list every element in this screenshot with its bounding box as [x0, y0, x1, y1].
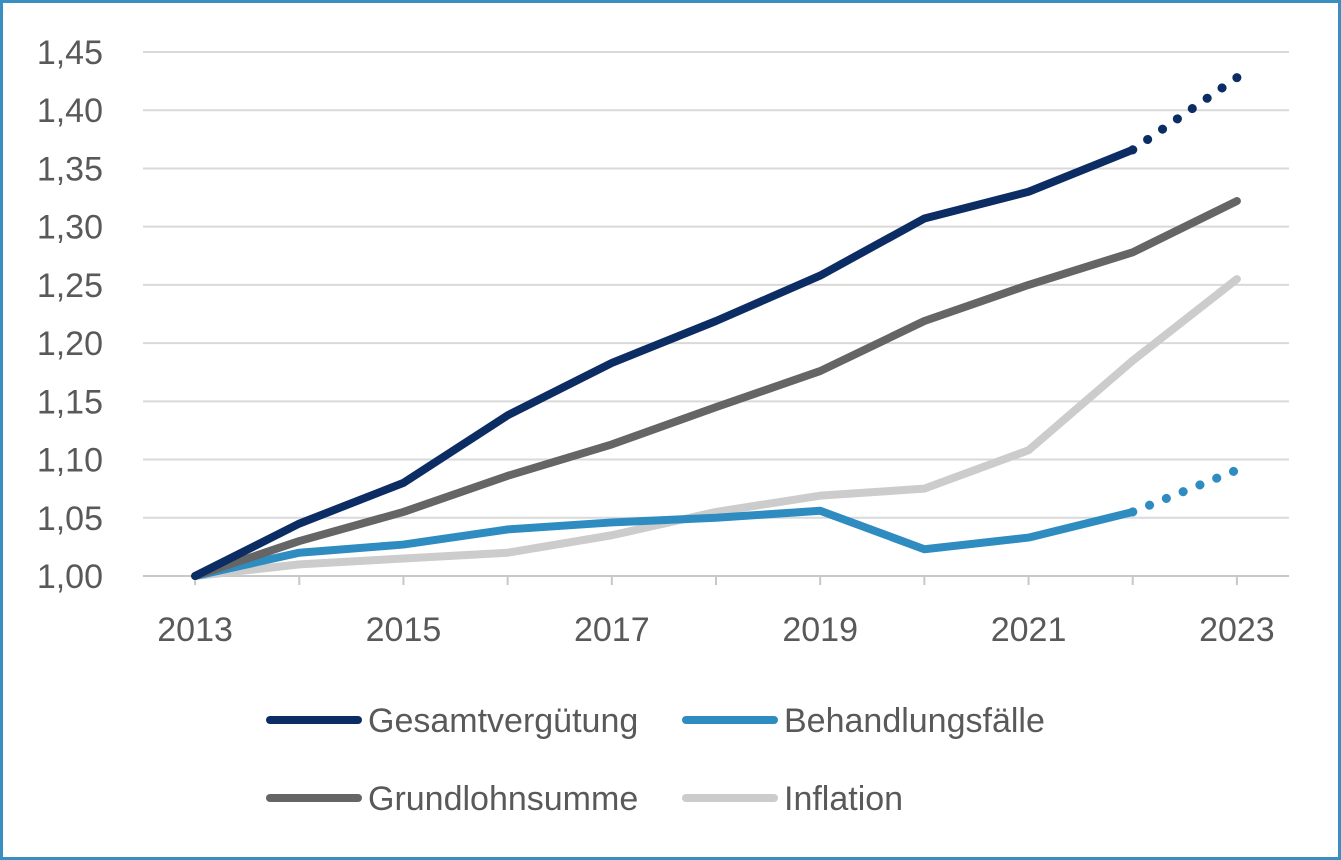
y-tick-label: 1,35 — [37, 150, 103, 188]
series-line-behandlungsf-lle — [191, 506, 1137, 580]
legend-label-grundlohnsumme: Grundlohnsumme — [368, 780, 638, 818]
gridlines — [143, 51, 1289, 577]
legend-label-behandlungsf-lle: Behandlungsfälle — [784, 702, 1045, 740]
series-lines — [191, 73, 1242, 580]
series-line-inflation — [191, 275, 1241, 580]
y-tick-label: 1,30 — [37, 209, 103, 247]
y-tick-label: 1,10 — [37, 442, 103, 480]
legend-label-inflation: Inflation — [784, 780, 903, 818]
y-tick-label: 1,15 — [37, 383, 103, 421]
y-tick-label: 1,20 — [37, 325, 103, 363]
series-line-grundlohnsumme — [191, 197, 1241, 580]
x-tick-label: 2013 — [157, 611, 233, 649]
y-tick-label: 1,40 — [37, 92, 103, 130]
y-tick-label: 1,00 — [37, 558, 103, 596]
y-tick-label: 1,05 — [37, 500, 103, 538]
series-line-gesamtverg-tung — [191, 145, 1137, 580]
x-tick-label: 2015 — [366, 611, 442, 649]
y-axis-ticks: 1,00 1,05 1,10 1,15 1,20 1,25 1,30 1,35 1,40 1,45 — [37, 34, 103, 596]
x-tick-label: 2023 — [1199, 611, 1275, 649]
y-tick-label: 1,25 — [37, 267, 103, 305]
legend: Gesamtvergütung Behandlungsfälle Grundlohn… — [266, 702, 1045, 818]
series-projection-behandlungsf-lle — [1128, 465, 1242, 517]
x-tick-label: 2021 — [991, 611, 1067, 649]
x-tick-label: 2019 — [782, 611, 858, 649]
y-tick-label: 1,45 — [37, 34, 103, 72]
legend-label-gesamtverg-tung: Gesamtvergütung — [368, 702, 638, 740]
x-tick-label: 2017 — [574, 611, 650, 649]
x-axis: 2013 2015 2017 2019 2021 2023 — [157, 576, 1275, 649]
series-projection-gesamtverg-tung — [1128, 73, 1242, 155]
